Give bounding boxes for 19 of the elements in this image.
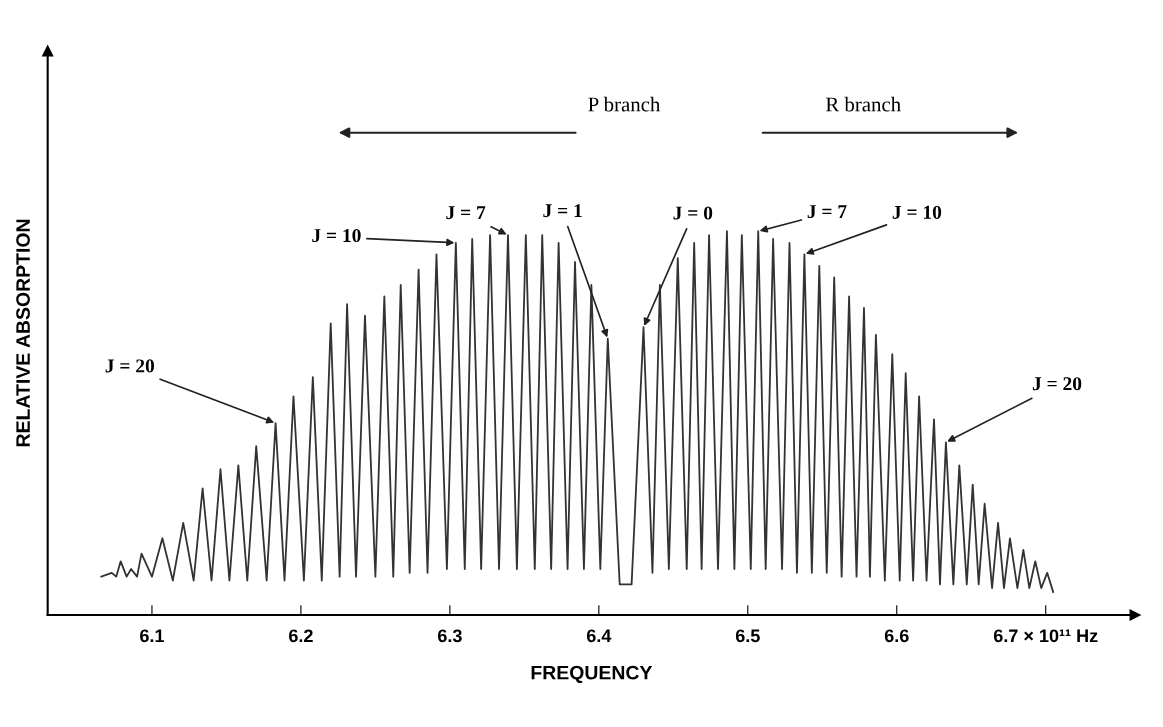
y-axis-title: RELATIVE ABSORPTION [16,219,30,447]
x-tick-label: 6.6 [884,629,909,643]
text: P branch [588,96,661,112]
annotation: J = 0 [673,206,713,220]
annotation: J = 7 [807,205,847,219]
annotation: J = 7 [446,206,486,220]
annotation: J = 20 [1032,377,1082,391]
x-tick-label: 6.5 [735,629,760,643]
annotation: J = 20 [105,359,155,373]
x-tick-label: 6.2 [289,629,313,643]
text: R branch [825,96,901,112]
annotation: J = 1 [543,204,582,218]
x-tick-label: 6.7 × 10¹¹ Hz [993,629,1098,643]
x-axis-title: FREQUENCY [531,665,653,684]
x-tick-label: 6.3 [437,629,462,643]
x-tick-label: 6.1 [140,629,164,643]
x-tick-label: 6.4 [586,629,612,643]
annotation: J = 10 [312,228,361,243]
annotation: J = 10 [892,205,942,219]
